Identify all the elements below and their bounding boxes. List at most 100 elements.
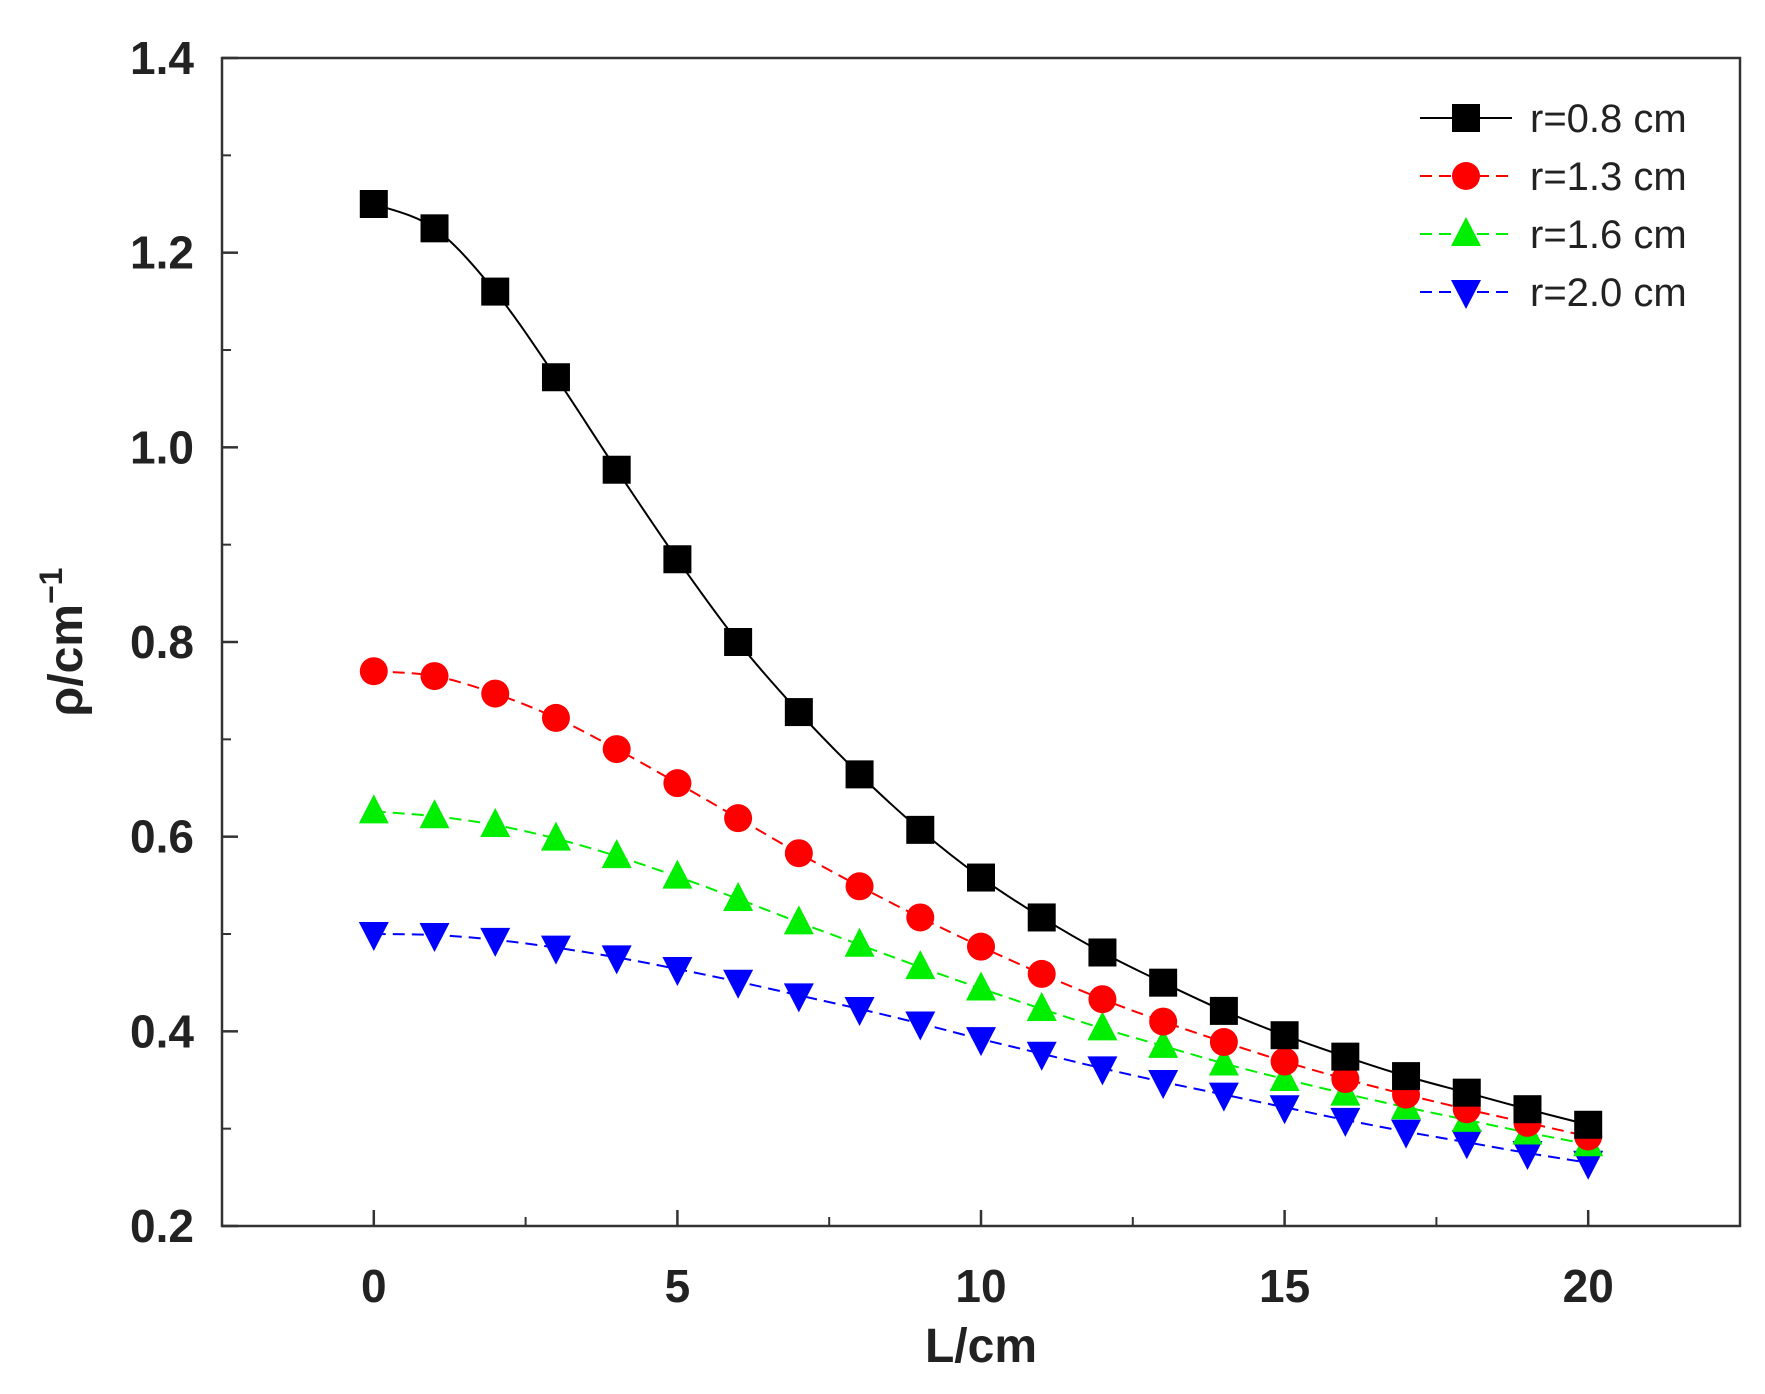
- data-point: [663, 769, 692, 798]
- data-point: [481, 277, 510, 306]
- legend-marker: [1451, 280, 1481, 309]
- data-point: [1269, 1095, 1300, 1125]
- legend-marker: [1452, 104, 1480, 132]
- data-point: [724, 804, 753, 833]
- data-point: [967, 863, 995, 892]
- data-point: [419, 922, 450, 952]
- data-point: [724, 628, 753, 656]
- plot-series: [358, 190, 1604, 1180]
- data-point: [1149, 1007, 1178, 1036]
- data-point: [1451, 1130, 1482, 1160]
- data-point: [1209, 1028, 1238, 1057]
- data-point: [540, 821, 571, 851]
- y-axis-title: ρ/cm−1: [33, 568, 93, 717]
- data-point: [966, 1027, 996, 1057]
- data-point: [1027, 959, 1056, 988]
- data-point: [358, 794, 389, 824]
- data-point: [359, 657, 388, 686]
- data-point: [541, 703, 570, 732]
- y-tick-label: 0.6: [130, 811, 194, 863]
- data-point: [783, 983, 814, 1013]
- legend-entry: r=2.0 cm: [1420, 271, 1687, 315]
- series-2: [358, 794, 1604, 1157]
- legend-label: r=1.3 cm: [1530, 155, 1687, 199]
- data-point: [906, 815, 935, 844]
- data-point: [480, 927, 511, 957]
- data-point: [905, 1011, 936, 1041]
- data-point: [1512, 1141, 1543, 1170]
- data-point: [1452, 1078, 1481, 1107]
- y-axis-title-superscript: −1: [33, 568, 69, 604]
- x-tick-label: 10: [955, 1260, 1006, 1312]
- data-point: [905, 950, 936, 980]
- data-point: [663, 545, 692, 574]
- y-tick-label: 0.2: [130, 1200, 194, 1252]
- data-point: [784, 839, 813, 868]
- y-tick-label: 1.2: [130, 227, 194, 279]
- data-point: [1148, 1028, 1179, 1058]
- legend: r=0.8 cm r=1.3 cm r=1.6 cm r=2.0 cm: [1420, 97, 1687, 315]
- y-tick-label: 1.0: [130, 421, 194, 473]
- data-point: [1209, 996, 1238, 1025]
- data-point: [1026, 1041, 1057, 1071]
- series-line: [373, 810, 1589, 1146]
- data-point: [1513, 1095, 1542, 1124]
- y-tick-label: 0.8: [130, 616, 194, 668]
- legend-label: r=2.0 cm: [1530, 271, 1687, 315]
- legend-entry: r=0.8 cm: [1420, 97, 1687, 141]
- data-point: [1149, 968, 1178, 997]
- data-point: [541, 363, 570, 392]
- data-point: [1269, 1062, 1300, 1092]
- series-3: [358, 922, 1604, 1180]
- data-point: [662, 859, 693, 889]
- data-point: [844, 927, 875, 957]
- data-point: [420, 214, 449, 243]
- data-point: [1392, 1062, 1421, 1091]
- data-point: [602, 455, 631, 484]
- data-point: [1331, 1065, 1360, 1094]
- data-point: [1088, 938, 1117, 967]
- data-point: [358, 922, 389, 951]
- data-point: [601, 839, 632, 869]
- data-point: [602, 735, 631, 764]
- data-point: [540, 935, 571, 965]
- data-point: [966, 971, 996, 1001]
- data-point: [1208, 1046, 1239, 1076]
- data-point: [1331, 1042, 1360, 1071]
- data-point: [1270, 1021, 1299, 1050]
- data-point: [845, 872, 874, 901]
- data-point: [481, 679, 510, 708]
- x-tick-label: 20: [1563, 1260, 1614, 1312]
- data-point: [1026, 991, 1057, 1021]
- data-point: [844, 996, 875, 1026]
- y-tick-label: 0.4: [130, 1005, 194, 1057]
- legend-marker: [1451, 217, 1481, 246]
- series-0: [359, 190, 1603, 1139]
- data-point: [967, 932, 995, 961]
- data-point: [783, 905, 814, 935]
- data-point: [1270, 1047, 1299, 1076]
- data-point: [1087, 1011, 1118, 1041]
- data-point: [420, 662, 449, 691]
- y-tick-label: 1.4: [130, 32, 194, 84]
- legend-label: r=0.8 cm: [1530, 97, 1687, 141]
- legend-label: r=1.6 cm: [1530, 213, 1687, 257]
- data-point: [1391, 1119, 1422, 1149]
- data-point: [906, 903, 935, 932]
- data-point: [1087, 1056, 1118, 1086]
- data-point: [784, 698, 813, 727]
- data-point: [359, 190, 388, 218]
- x-tick-label: 0: [361, 1260, 387, 1312]
- data-point: [601, 945, 632, 975]
- y-axis-title-base: ρ/cm: [40, 604, 93, 716]
- data-point: [1208, 1082, 1239, 1112]
- x-axis-title: L/cm: [925, 1320, 1037, 1373]
- data-point: [1330, 1107, 1361, 1137]
- data-point: [1088, 985, 1117, 1014]
- data-point: [723, 969, 754, 999]
- legend-entry: r=1.6 cm: [1420, 213, 1687, 257]
- data-point: [723, 881, 754, 911]
- x-tick-label: 15: [1259, 1260, 1310, 1312]
